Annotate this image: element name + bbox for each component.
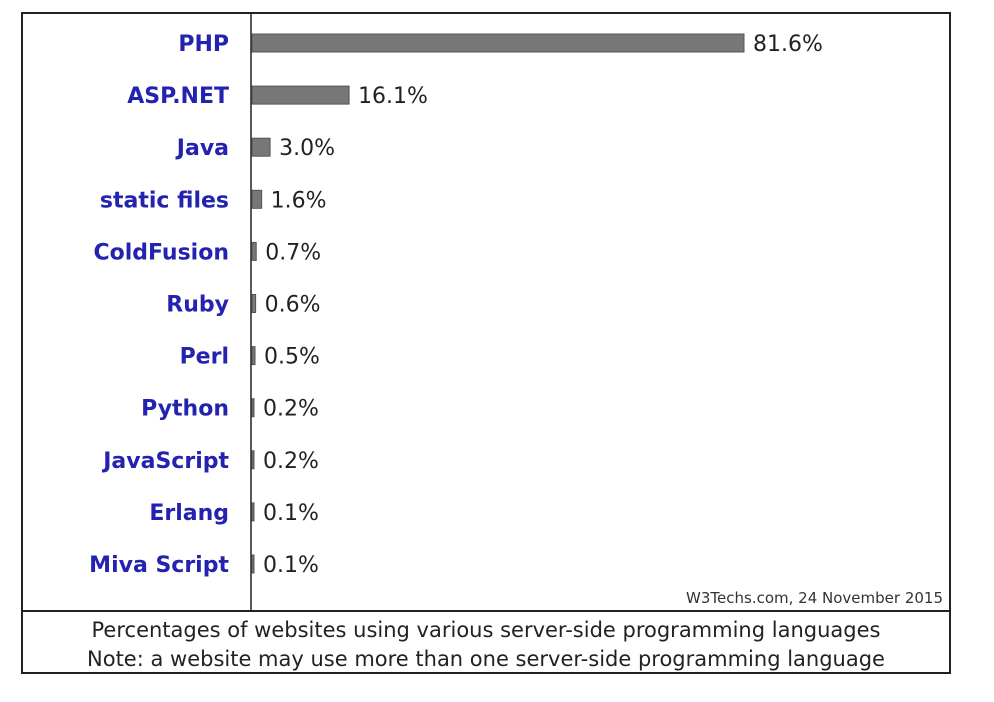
bar bbox=[251, 346, 256, 366]
value-label: 0.1% bbox=[263, 501, 319, 526]
value-label: 0.2% bbox=[263, 449, 319, 474]
category-label: Erlang bbox=[149, 501, 229, 526]
bar bbox=[251, 189, 263, 209]
category-label: PHP bbox=[178, 32, 229, 57]
caption-line-1: Percentages of websites using various se… bbox=[91, 618, 881, 642]
category-label: Python bbox=[141, 397, 229, 422]
value-label: 0.7% bbox=[265, 240, 321, 265]
bar bbox=[251, 502, 255, 522]
value-label: 81.6% bbox=[753, 32, 823, 57]
category-label: ColdFusion bbox=[93, 240, 229, 265]
category-label: Miva Script bbox=[89, 553, 229, 578]
category-label: Perl bbox=[180, 345, 229, 370]
category-label: ASP.NET bbox=[127, 84, 229, 109]
caption-line-2: Note: a website may use more than one se… bbox=[87, 647, 885, 671]
category-label: static files bbox=[100, 188, 229, 213]
bars-group: PHP 81.6% ASP.NET 16.1% Java 3.0% static files… bbox=[89, 32, 823, 578]
bar bbox=[251, 137, 271, 157]
value-label: 0.1% bbox=[263, 553, 319, 578]
bar-chart: PHP 81.6% ASP.NET 16.1% Java 3.0% static files… bbox=[89, 14, 823, 610]
value-label: 3.0% bbox=[279, 136, 335, 161]
value-label: 16.1% bbox=[358, 84, 428, 109]
value-label: 0.6% bbox=[265, 293, 321, 318]
category-label: JavaScript bbox=[101, 449, 229, 474]
chart-frame: PHP 81.6% ASP.NET 16.1% Java 3.0% static files… bbox=[21, 12, 951, 674]
value-label: 0.2% bbox=[263, 397, 319, 422]
chart-area: PHP 81.6% ASP.NET 16.1% Java 3.0% static files… bbox=[23, 14, 949, 612]
value-label: 0.5% bbox=[264, 345, 320, 370]
source-credit: W3Techs.com, 24 November 2015 bbox=[686, 589, 943, 607]
category-label: Ruby bbox=[166, 293, 229, 318]
bar bbox=[251, 241, 257, 261]
category-label: Java bbox=[175, 136, 229, 161]
bar bbox=[251, 33, 745, 53]
bar bbox=[251, 554, 255, 574]
chart-caption: Percentages of websites using various se… bbox=[23, 612, 949, 674]
bar bbox=[251, 398, 255, 418]
value-label: 1.6% bbox=[271, 188, 327, 213]
bar bbox=[251, 294, 257, 313]
bar bbox=[251, 450, 255, 470]
bar bbox=[251, 85, 350, 105]
